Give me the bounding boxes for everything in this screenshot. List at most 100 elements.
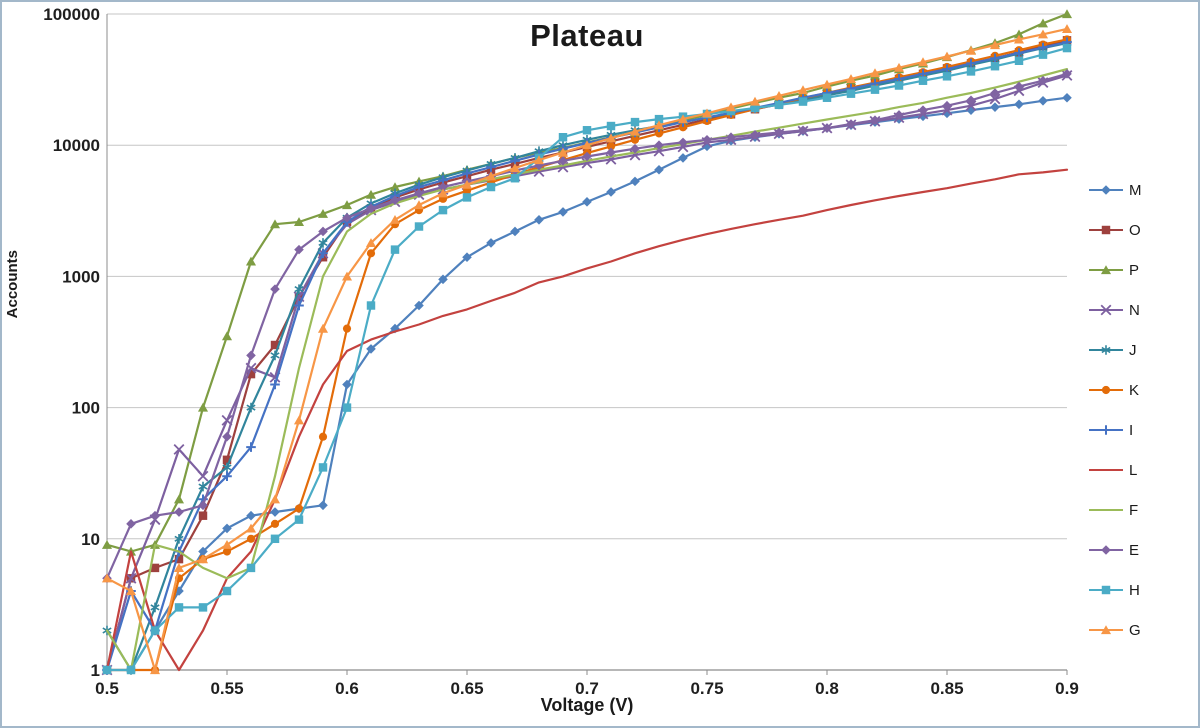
marker-diamond	[798, 125, 808, 136]
legend-label: J	[1129, 341, 1137, 359]
marker-triangle	[293, 217, 305, 227]
y-tick-label: 100	[72, 399, 100, 418]
marker-plus	[462, 168, 472, 179]
marker-asterisk	[318, 238, 328, 248]
marker-square	[150, 626, 160, 635]
x-tick-label: 0.85	[930, 679, 963, 698]
marker-triangle	[1061, 9, 1073, 19]
marker-diamond	[174, 507, 184, 517]
marker-diamond	[942, 108, 952, 119]
marker-square	[438, 205, 448, 215]
legend-marker-sample	[1089, 545, 1123, 555]
marker-diamond	[726, 132, 736, 143]
marker-triangle	[941, 51, 953, 61]
marker-square	[846, 89, 856, 98]
marker-triangle	[1061, 24, 1073, 33]
marker-diamond	[654, 140, 664, 150]
marker-square	[222, 455, 232, 465]
marker-square	[270, 340, 280, 350]
marker-triangle	[197, 402, 209, 412]
legend-marker-sample	[1089, 345, 1123, 355]
marker-diamond	[390, 195, 400, 206]
legend-marker-sample	[1089, 304, 1123, 316]
marker-triangle	[989, 40, 1001, 50]
marker-triangle	[1100, 625, 1112, 635]
marker-triangle	[125, 586, 137, 596]
marker-diamond	[510, 226, 520, 237]
x-tick-label: 0.65	[450, 679, 483, 698]
marker-triangle	[605, 133, 617, 143]
marker-diamond	[462, 252, 472, 263]
marker-square	[246, 369, 256, 379]
marker-triangle	[509, 163, 521, 173]
marker-square	[174, 554, 184, 564]
marker-triangle	[821, 79, 833, 89]
marker-x	[965, 100, 977, 112]
marker-square	[102, 665, 112, 675]
y-tick-label: 10000	[53, 136, 100, 155]
marker-square	[582, 126, 592, 135]
marker-triangle	[245, 256, 257, 266]
marker-triangle	[845, 74, 857, 84]
marker-triangle	[269, 494, 281, 504]
marker-diamond	[1038, 95, 1048, 106]
y-tick-label: 1	[91, 661, 100, 680]
x-tick-label: 0.6	[335, 679, 359, 698]
marker-square	[318, 463, 328, 472]
legend-label: G	[1129, 621, 1141, 639]
marker-diamond	[534, 215, 544, 225]
legend-item-K: K	[1088, 370, 1198, 410]
marker-diamond	[1101, 185, 1111, 195]
marker-diamond	[606, 187, 616, 197]
marker-diamond	[438, 274, 448, 285]
legend-item-J: J	[1088, 330, 1198, 370]
marker-diamond	[558, 207, 568, 217]
legend-marker-sample	[1089, 265, 1123, 275]
marker-asterisk	[246, 402, 256, 413]
marker-x	[1100, 304, 1112, 316]
marker-x	[173, 443, 185, 455]
marker-triangle	[221, 540, 233, 549]
marker-triangle	[101, 573, 113, 583]
marker-square	[750, 103, 760, 113]
marker-asterisk	[270, 350, 280, 361]
y-axis-title: Accounts	[4, 250, 21, 319]
marker-square	[150, 563, 160, 573]
legend-label: L	[1129, 461, 1138, 479]
y-tick-label: 10	[81, 530, 100, 549]
marker-diamond	[198, 546, 208, 557]
x-tick-label: 0.55	[210, 679, 243, 698]
marker-diamond	[582, 197, 592, 207]
legend-label: M	[1129, 181, 1142, 199]
legend-label: K	[1129, 381, 1140, 399]
legend-item-O: O	[1088, 210, 1198, 250]
marker-triangle	[557, 147, 569, 157]
marker-square	[654, 114, 664, 124]
marker-triangle	[437, 188, 449, 198]
legend-marker-sample	[1089, 469, 1123, 471]
series-line-P	[105, 12, 1069, 553]
marker-triangle	[245, 523, 257, 533]
y-tick-label: 100000	[43, 5, 100, 24]
marker-asterisk	[222, 462, 232, 473]
marker-x	[989, 93, 1001, 105]
legend-marker-sample	[1089, 385, 1123, 395]
marker-triangle	[485, 171, 497, 181]
marker-triangle	[149, 665, 161, 675]
marker-square	[270, 534, 280, 544]
marker-square	[1014, 56, 1024, 66]
marker-x	[197, 470, 209, 482]
marker-triangle	[365, 238, 377, 247]
marker-x	[125, 572, 137, 584]
marker-square	[198, 511, 208, 520]
marker-plus	[222, 471, 232, 482]
marker-square	[1101, 225, 1111, 235]
y-tick-label: 1000	[62, 267, 100, 286]
legend-marker-sample	[1089, 585, 1123, 595]
marker-square	[342, 403, 352, 412]
marker-square	[390, 245, 400, 254]
marker-square	[198, 603, 208, 612]
marker-plus	[294, 300, 304, 311]
